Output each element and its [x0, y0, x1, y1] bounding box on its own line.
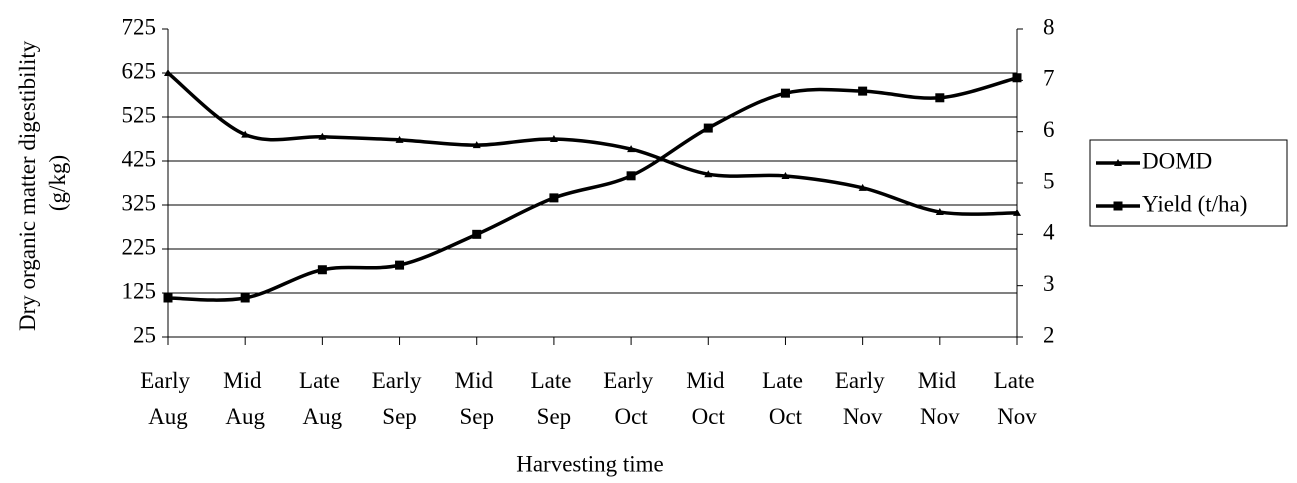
y2-tick-label: 2 [1043, 322, 1055, 347]
data-point [627, 145, 636, 153]
data-point [1012, 73, 1022, 83]
y2-tick-label: 8 [1043, 14, 1055, 39]
y-tick-label: 525 [122, 102, 157, 127]
data-point [163, 293, 173, 303]
y-tick-label: 25 [133, 322, 156, 347]
series-line [166, 71, 1018, 216]
x-tick-label: Early Oct [603, 368, 659, 429]
data-point [858, 183, 867, 191]
data-point [164, 69, 172, 76]
x-tick-label: Early Nov [835, 368, 891, 429]
x-tick-label: Mid Aug [223, 368, 267, 429]
legend: DOMD Yield (t/ha) [1089, 139, 1288, 227]
data-point [395, 135, 404, 143]
x-tick-label: Early Sep [372, 368, 428, 429]
y2-tick-label: 4 [1043, 220, 1055, 245]
data-point [1013, 208, 1021, 216]
data-point [935, 208, 944, 216]
x-tick-label: Mid Sep [455, 368, 499, 429]
y2-tick-label: 7 [1043, 66, 1055, 91]
data-point [935, 93, 945, 103]
x-tick-label: Late Aug [299, 368, 346, 429]
x-tick-label: Mid Nov [918, 368, 962, 429]
x-tick-label: Mid Oct [686, 368, 730, 429]
y-tick-label: 225 [122, 234, 157, 259]
x-tick-label: Late Nov [994, 368, 1041, 429]
data-point [240, 293, 250, 303]
legend-label: Yield (t/ha) [1142, 191, 1247, 216]
data-point [317, 265, 327, 275]
y2-tick-label: 5 [1043, 168, 1055, 193]
y2-tick-label: 6 [1043, 117, 1055, 142]
y-tick-label: 425 [122, 146, 157, 171]
legend-box [1089, 139, 1288, 227]
data-point [704, 170, 713, 178]
data-point [549, 193, 559, 203]
data-point [858, 86, 868, 96]
data-point [472, 229, 482, 239]
y-tick-label: 325 [122, 190, 157, 215]
data-point [703, 123, 713, 133]
series-line [167, 76, 1018, 302]
data-point [549, 135, 558, 142]
legend-marker [1113, 201, 1123, 211]
y-tick-label: 625 [122, 58, 157, 83]
legend-marker [1114, 159, 1122, 166]
data-point [472, 141, 481, 149]
data-point [241, 130, 250, 138]
y2-tick-label: 3 [1043, 271, 1055, 296]
y-axis-title: Dry organic matter digestibility (g/kg) [15, 35, 70, 331]
data-point [318, 132, 327, 140]
legend-label: DOMD [1142, 148, 1212, 173]
x-axis-title: Harvesting time [516, 451, 664, 476]
data-point [781, 171, 790, 179]
x-tick-label: Early Aug [140, 368, 196, 429]
data-point [780, 88, 790, 98]
data-point [626, 171, 636, 181]
y-tick-label: 725 [122, 14, 157, 39]
y-tick-label: 125 [122, 278, 157, 303]
x-tick-label: Late Sep [531, 368, 578, 429]
x-tick-label: Late Oct [762, 368, 809, 429]
data-point [395, 260, 405, 270]
